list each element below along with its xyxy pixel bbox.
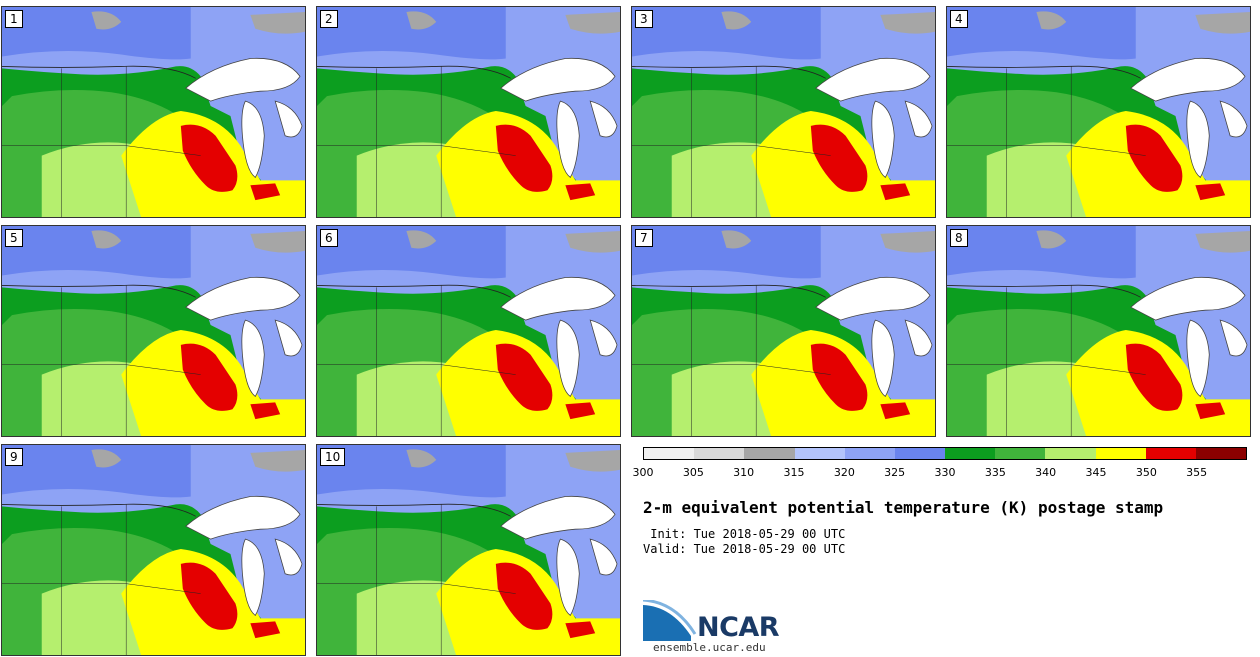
map-panel: 8 bbox=[946, 225, 1251, 437]
map-panel: 7 bbox=[631, 225, 936, 437]
colorbar-tick-label: 355 bbox=[1186, 466, 1208, 479]
colorbar-cell bbox=[1145, 448, 1196, 459]
colorbar-cell bbox=[995, 448, 1046, 459]
panel-number-label: 9 bbox=[5, 448, 23, 466]
colorbar-tick-label: 340 bbox=[1035, 466, 1057, 479]
panel-number-label: 1 bbox=[5, 10, 23, 28]
figure-title: 2-m equivalent potential temperature (K)… bbox=[643, 498, 1164, 517]
panel-number-label: 2 bbox=[320, 10, 338, 28]
site-url: ensemble.ucar.edu bbox=[653, 641, 766, 654]
ncar-logo bbox=[643, 600, 697, 641]
valid-time: Valid: Tue 2018-05-29 00 UTC bbox=[643, 542, 846, 556]
colorbar-tick-label: 335 bbox=[984, 466, 1006, 479]
colorbar-cell bbox=[894, 448, 946, 459]
panel-number-label: 3 bbox=[635, 10, 653, 28]
colorbar-tick-label: 325 bbox=[884, 466, 906, 479]
map-panel: 10 bbox=[316, 444, 621, 656]
map-panel: 3 bbox=[631, 6, 936, 218]
init-time: Init: Tue 2018-05-29 00 UTC bbox=[643, 527, 846, 541]
map-panel: 2 bbox=[316, 6, 621, 218]
panel-number-label: 8 bbox=[950, 229, 968, 247]
colorbar bbox=[643, 447, 1247, 460]
colorbar-cell bbox=[694, 448, 745, 459]
logo-text: NCAR bbox=[697, 612, 780, 643]
map-panel: 9 bbox=[1, 444, 306, 656]
panel-number-label: 4 bbox=[950, 10, 968, 28]
colorbar-cell bbox=[844, 448, 895, 459]
colorbar-cell bbox=[794, 448, 845, 459]
map-panel: 4 bbox=[946, 6, 1251, 218]
map-panel: 5 bbox=[1, 225, 306, 437]
colorbar-cell bbox=[744, 448, 795, 459]
panel-number-label: 5 bbox=[5, 229, 23, 247]
colorbar-cell bbox=[1195, 448, 1247, 459]
colorbar-tick-label: 300 bbox=[632, 466, 654, 479]
colorbar-tick-label: 305 bbox=[682, 466, 704, 479]
map-panel: 6 bbox=[316, 225, 621, 437]
map-panel: 1 bbox=[1, 6, 306, 218]
colorbar-tick-label: 315 bbox=[783, 466, 805, 479]
panel-number-label: 7 bbox=[635, 229, 653, 247]
colorbar-cell bbox=[1045, 448, 1096, 459]
panel-number-label: 10 bbox=[320, 448, 346, 466]
colorbar-cell bbox=[1095, 448, 1146, 459]
colorbar-cell bbox=[945, 448, 996, 459]
colorbar-cell bbox=[644, 448, 695, 459]
colorbar-tick-label: 350 bbox=[1135, 466, 1157, 479]
colorbar-tick-label: 330 bbox=[934, 466, 956, 479]
colorbar-tick-label: 310 bbox=[733, 466, 755, 479]
colorbar-tick-label: 320 bbox=[833, 466, 855, 479]
colorbar-tick-label: 345 bbox=[1085, 466, 1107, 479]
panel-number-label: 6 bbox=[320, 229, 338, 247]
